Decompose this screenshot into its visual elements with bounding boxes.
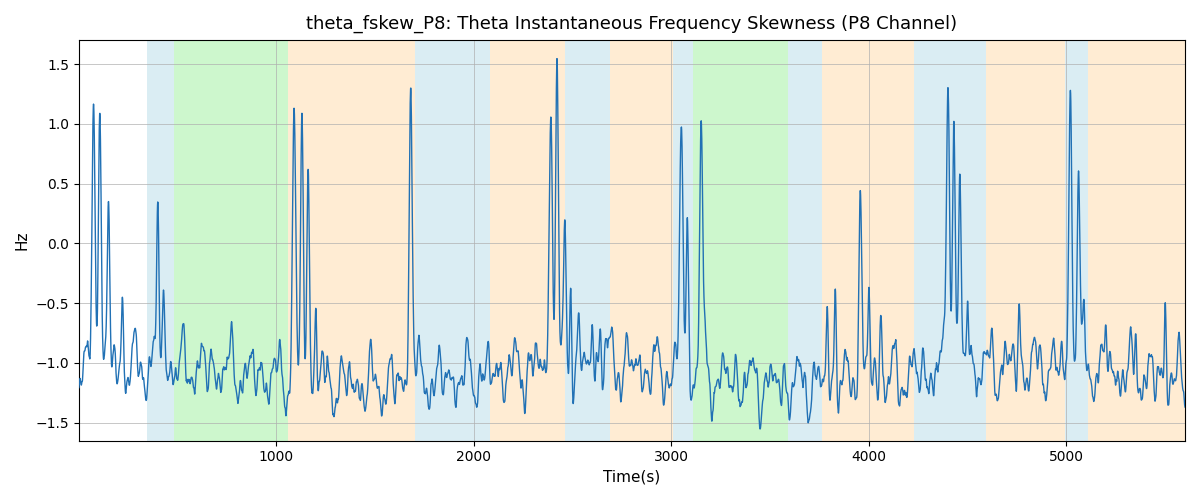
X-axis label: Time(s): Time(s) <box>604 470 660 485</box>
Bar <box>1088 40 1186 440</box>
Bar <box>148 40 174 440</box>
Bar <box>611 40 673 440</box>
Bar <box>914 40 985 440</box>
Title: theta_fskew_P8: Theta Instantaneous Frequency Skewness (P8 Channel): theta_fskew_P8: Theta Instantaneous Freq… <box>306 15 958 34</box>
Y-axis label: Hz: Hz <box>14 230 30 250</box>
Bar <box>1064 40 1088 440</box>
Bar <box>694 40 788 440</box>
Bar <box>673 40 694 440</box>
Bar <box>565 40 611 440</box>
Bar <box>415 40 490 440</box>
Bar <box>985 40 1064 440</box>
Bar <box>174 40 288 440</box>
Bar <box>288 40 415 440</box>
Bar <box>822 40 914 440</box>
Bar <box>788 40 822 440</box>
Bar <box>490 40 565 440</box>
